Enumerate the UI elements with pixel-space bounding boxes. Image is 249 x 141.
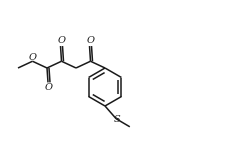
Text: O: O	[28, 53, 37, 62]
Text: S: S	[114, 115, 121, 124]
Text: O: O	[86, 36, 95, 45]
Text: O: O	[45, 83, 53, 92]
Text: O: O	[58, 36, 65, 45]
